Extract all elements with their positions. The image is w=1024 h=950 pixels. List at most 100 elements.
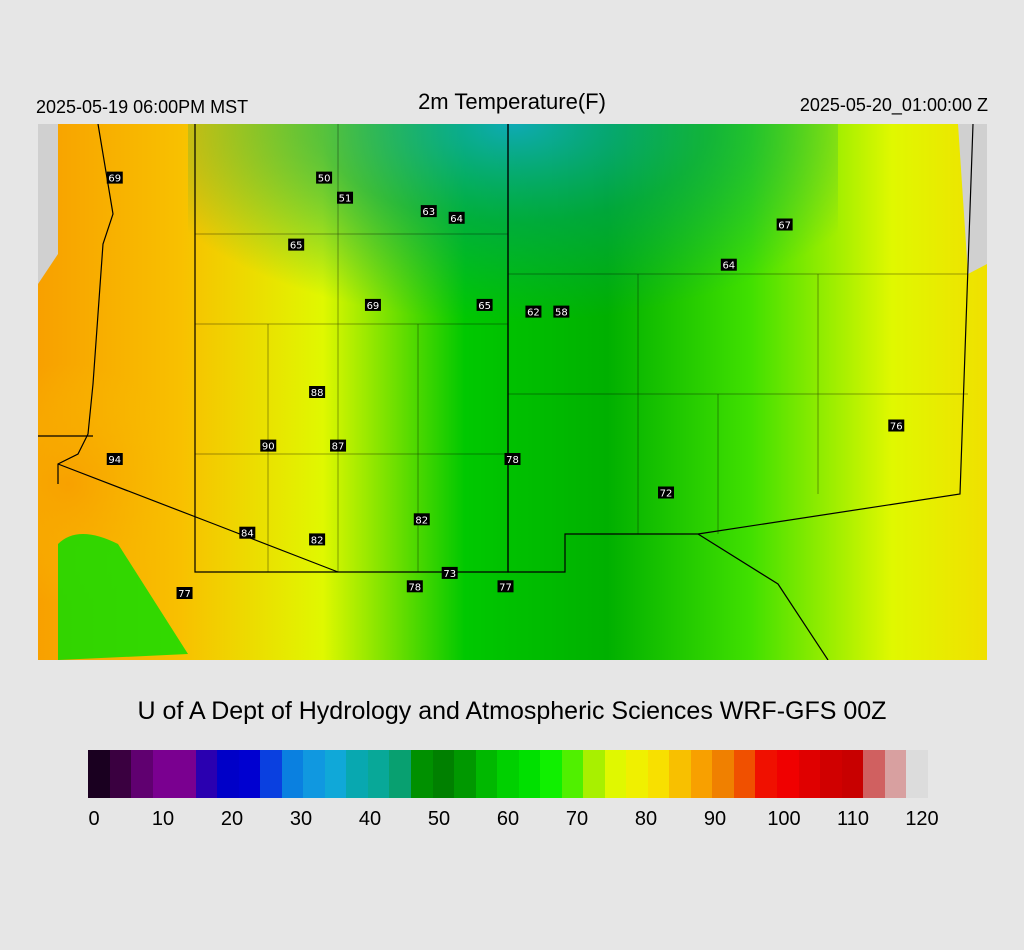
station-value-bg	[316, 171, 333, 184]
station-value: 51	[337, 191, 354, 205]
no-data-ne	[958, 124, 987, 274]
color-scale-segment	[669, 750, 691, 798]
station-value: 77	[176, 587, 193, 600]
color-scale-segment	[755, 750, 777, 798]
color-scale-segment	[152, 750, 175, 798]
station-value-bg	[476, 298, 493, 311]
color-scale-segment	[540, 750, 562, 798]
color-scale-tick: 60	[496, 808, 520, 830]
state-borders	[38, 124, 974, 660]
color-scale-segment	[906, 750, 928, 798]
station-value-text: 84	[241, 529, 254, 540]
station-value-text: 72	[660, 489, 673, 500]
station-value: 73	[441, 566, 458, 580]
color-scale-tick: 100	[767, 808, 801, 830]
station-value: 69	[364, 298, 381, 312]
color-scale-segment	[217, 750, 239, 798]
color-scale-tick: 90	[703, 808, 727, 830]
station-value-text: 73	[443, 569, 456, 580]
station-value-bg	[776, 218, 793, 231]
color-scale-segment	[389, 750, 411, 798]
color-scale-segment	[733, 750, 756, 798]
station-value: 65	[288, 238, 305, 252]
station-value-bg	[497, 580, 514, 593]
station-value-bg	[553, 305, 570, 318]
station-value-text: 65	[290, 241, 303, 252]
station-value-text: 77	[499, 582, 512, 593]
color-scale-tick: 40	[358, 808, 382, 830]
color-scale-segment	[238, 750, 261, 798]
station-value-bg	[106, 453, 123, 465]
color-scale-segment	[583, 750, 605, 798]
color-scale-segment	[777, 750, 799, 798]
station-value: 88	[309, 386, 326, 399]
color-scale-tick: 0	[88, 808, 100, 830]
station-value-bg	[260, 439, 277, 452]
station-value: 82	[413, 513, 430, 526]
station-value-text: 76	[890, 422, 903, 433]
station-value-text: 94	[108, 455, 121, 466]
station-value-text: 63	[422, 207, 435, 218]
station-value-text: 78	[506, 455, 519, 466]
station-value: 58	[553, 305, 570, 319]
station-value-bg	[239, 526, 256, 539]
map-title: 2m Temperature(F)	[418, 89, 606, 114]
station-value-text: 58	[555, 308, 568, 319]
pacific-cool-region	[58, 534, 188, 660]
station-value-text: 90	[262, 442, 275, 453]
station-value: 78	[504, 453, 521, 466]
color-scale-tick: 30	[289, 808, 313, 830]
station-value: 87	[330, 439, 347, 453]
station-value-bg	[330, 439, 347, 452]
station-value-bg	[448, 211, 465, 224]
color-scale-segment	[884, 750, 907, 798]
color-scale-tick: 10	[151, 808, 175, 830]
station-value-text: 62	[527, 308, 540, 319]
color-scale-segment	[604, 750, 627, 798]
color-scale-tick: 70	[565, 808, 589, 830]
station-value: 64	[448, 211, 465, 225]
station-value-bg	[658, 486, 675, 499]
station-value-text: 64	[450, 214, 463, 225]
color-scale-segment	[131, 750, 153, 798]
credit-label: U of A Dept of Hydrology and Atmospheric…	[137, 697, 887, 725]
station-value-text: 78	[408, 582, 421, 593]
color-scale-segment	[561, 750, 584, 798]
station-value-text: 77	[178, 589, 191, 600]
color-scale-segment	[841, 750, 864, 798]
color-scale-tick: 50	[427, 808, 451, 830]
color-scale-segment	[346, 750, 368, 798]
station-value: 50	[316, 171, 333, 185]
color-scale-segment	[712, 750, 734, 798]
station-value-bg	[309, 386, 326, 398]
station-value-text: 67	[778, 221, 791, 232]
station-value-bg	[525, 305, 542, 318]
station-value-bg	[720, 258, 737, 271]
color-scale-tick: 110	[837, 808, 869, 830]
station-value: 62	[525, 305, 542, 319]
station-value-bg	[406, 580, 423, 593]
temperature-map: 69 50 51 63 64 65 69 65 62 58 67 64 88 90 87 94 78 72 76 82…	[38, 124, 987, 660]
station-value-text: 82	[311, 535, 324, 546]
station-value: 78	[406, 580, 423, 593]
station-labels: 69 50 51 63 64 65 69 65 62 58 67 64 88 90 87 94 78 72 76 82…	[106, 171, 905, 600]
color-scale-segment	[324, 750, 347, 798]
station-value-bg	[364, 298, 381, 311]
station-value: 64	[720, 258, 737, 272]
station-value-bg	[413, 513, 430, 526]
color-scale-bar	[88, 750, 928, 798]
color-scale-segment	[454, 750, 476, 798]
station-value: 69	[106, 171, 123, 185]
map-canvas: 69 50 51 63 64 65 69 65 62 58 67 64 88 90 87 94 78 72 76 82…	[38, 124, 987, 660]
station-value-text: 64	[722, 261, 735, 272]
station-value: 72	[658, 486, 675, 500]
station-value: 90	[260, 439, 277, 453]
color-scale-segment	[518, 750, 541, 798]
station-value-bg	[888, 419, 905, 432]
color-scale-segment	[88, 750, 110, 798]
station-value-text: 51	[339, 194, 352, 205]
station-value-bg	[176, 587, 193, 599]
station-value-text: 88	[311, 388, 324, 399]
color-scale-segment	[174, 750, 196, 798]
color-scale-segment	[195, 750, 218, 798]
